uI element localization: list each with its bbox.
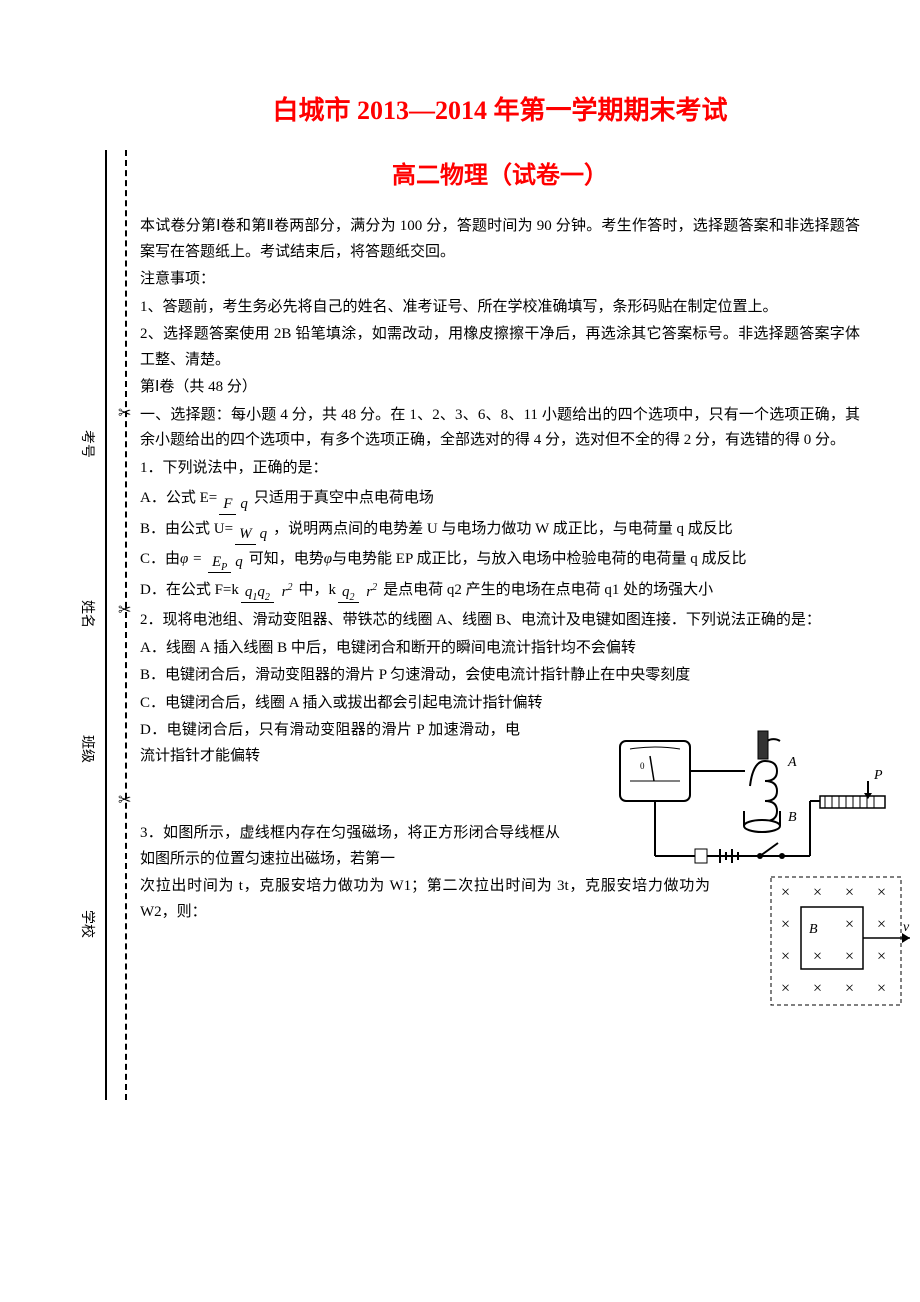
q1-c-post: 与电势能 EP 成正比，与放入电场中检验电荷的电荷量 q 成反比 xyxy=(332,547,746,573)
cut-marker-1: ✂ xyxy=(118,403,131,423)
q1-d-post: 是点电荷 q2 产生的电场在点电荷 q1 处的场强大小 xyxy=(383,578,713,604)
label-name: 姓名 xyxy=(78,600,98,628)
q1-a-pre: A．公式 E= xyxy=(140,486,217,512)
svg-text:×: × xyxy=(781,948,790,965)
phi-symbol: φ = xyxy=(180,547,206,573)
svg-text:×: × xyxy=(781,884,790,901)
coil-A-label: A xyxy=(787,755,797,770)
svg-text:×: × xyxy=(781,980,790,997)
notice-2: 2、选择题答案使用 2B 铅笔填涂，如需改动，用橡皮擦擦干净后，再选涂其它答案标… xyxy=(140,322,860,373)
mc-instructions: 一、选择题：每小题 4 分，共 48 分。在 1、2、3、6、8、11 小题给出… xyxy=(140,403,860,454)
fraction-q2-r2: q2 r2 xyxy=(338,583,381,603)
label-exam-no: 考号 xyxy=(78,430,98,458)
q3-wrapper: 0 A B P ×××× xyxy=(140,821,860,925)
svg-text:×: × xyxy=(781,916,790,933)
cut-marker-2: ✂ xyxy=(118,600,131,620)
fraction-q1q2-r2: q1q2 r2 xyxy=(241,583,297,603)
page-subtitle: 高二物理（试卷一） xyxy=(140,155,860,190)
svg-text:0: 0 xyxy=(640,761,645,771)
q1-d-mid: 中，k xyxy=(298,578,336,604)
cut-marker-3: ✂ xyxy=(118,790,131,810)
slider-P-label: P xyxy=(873,768,883,783)
svg-text:×: × xyxy=(845,884,854,901)
q1-stem: 1．下列说法中，正确的是： xyxy=(140,456,860,482)
field-B-label: B xyxy=(809,922,818,937)
binding-solid-line xyxy=(105,150,107,1100)
svg-text:×: × xyxy=(877,980,886,997)
q1-option-b: B．由公式 U= Wq ，说明两点间的电势差 U 与电场力做功 W 成正比，与电… xyxy=(140,517,860,543)
q2-option-c: C．电键闭合后，线圈 A 插入或拔出都会引起电流计指针偏转 xyxy=(140,691,860,717)
coil-B-label: B xyxy=(788,810,797,825)
page-title: 白城市 2013—2014 年第一学期期末考试 xyxy=(140,90,860,127)
velocity-v-label: v xyxy=(903,920,910,935)
q1-option-a: A．公式 E= Fq 只适用于真空中点电荷电场 xyxy=(140,486,860,512)
q2-option-b: B．电键闭合后，滑动变阻器的滑片 P 匀速滑动，会使电流计指针静止在中央零刻度 xyxy=(140,663,860,689)
circuit-diagram: 0 A B P xyxy=(610,721,900,871)
q2-option-a: A．线圈 A 插入线圈 B 中后，电键闭合和断开的瞬间电流计指针均不会偏转 xyxy=(140,636,860,662)
q1-c-mid: 可知，电势 xyxy=(249,547,324,573)
q1-c-pre: C．由 xyxy=(140,547,180,573)
q1-a-post: 只适用于真空中点电荷电场 xyxy=(254,486,434,512)
svg-text:×: × xyxy=(813,884,822,901)
q3-stem-part2: 次拉出时间为 t，克服安培力做功为 W1；第二次拉出时间为 3t，克服安培力做功… xyxy=(140,874,710,925)
fraction-W-over-q: Wq xyxy=(235,527,271,542)
fraction-F-over-q: Fq xyxy=(219,497,252,512)
q1-b-post: ，说明两点间的电势差 U 与电场力做功 W 成正比，与电荷量 q 成反比 xyxy=(273,517,733,543)
svg-text:×: × xyxy=(877,948,886,965)
phi-symbol-2: φ xyxy=(324,547,332,573)
q3-stem-part1: 3．如图所示，虚线框内存在匀强磁场，将正方形闭合导线框从如图所示的位置匀速拉出磁… xyxy=(140,821,560,872)
notice-label: 注意事项： xyxy=(140,267,860,293)
svg-text:×: × xyxy=(877,916,886,933)
svg-text:×: × xyxy=(813,948,822,965)
svg-text:×: × xyxy=(845,980,854,997)
svg-text:×: × xyxy=(845,916,854,933)
q2-stem: 2．现将电池组、滑动变阻器、带铁芯的线圈 A、线圈 B、电流计及电键如图连接．下… xyxy=(140,608,860,634)
q2-option-d: D．电键闭合后，只有滑动变阻器的滑片 P 加速滑动，电流计指针才能偏转 xyxy=(140,718,520,769)
q1-option-d: D．在公式 F=k q1q2 r2 中，k q2 r2 是点电荷 q2 产生的电… xyxy=(140,578,860,604)
svg-text:×: × xyxy=(845,948,854,965)
svg-text:×: × xyxy=(813,980,822,997)
section-label: 第Ⅰ卷（共 48 分） xyxy=(140,375,860,401)
label-class: 班级 xyxy=(78,735,98,763)
intro-text: 本试卷分第Ⅰ卷和第Ⅱ卷两部分，满分为 100 分，答题时间为 90 分钟。考生作… xyxy=(140,214,860,265)
q1-b-pre: B．由公式 U= xyxy=(140,517,233,543)
q1-option-c: C．由 φ = EPq 可知，电势 φ 与电势能 EP 成正比，与放入电场中检验… xyxy=(140,547,860,573)
q1-d-pre: D．在公式 F=k xyxy=(140,578,239,604)
binding-dashed-line xyxy=(125,150,127,1100)
label-school: 学校 xyxy=(78,910,98,938)
svg-text:×: × xyxy=(877,884,886,901)
magnetic-field-diagram: × × × × × × × × × × × × × × × B v xyxy=(765,871,915,1011)
fraction-Ep-over-q: EPq xyxy=(208,555,247,573)
notice-1: 1、答题前，考生务必先将自己的姓名、准考证号、所在学校准确填写，条形码贴在制定位… xyxy=(140,295,860,321)
